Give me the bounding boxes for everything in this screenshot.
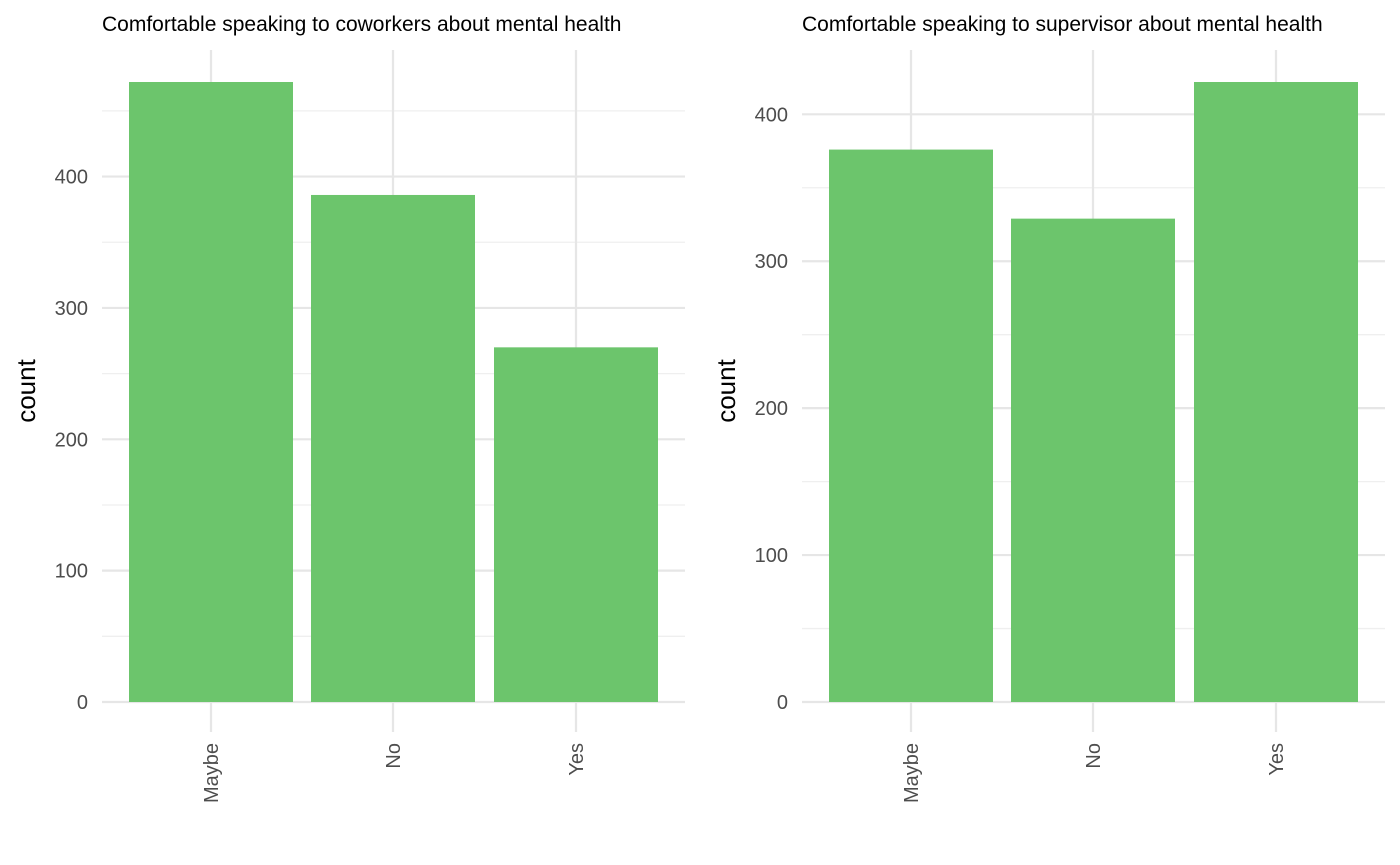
y-tick-label: 300	[755, 251, 788, 273]
y-tick-label: 400	[55, 167, 88, 189]
x-tick-label: Yes	[1266, 743, 1288, 776]
y-tick-label: 100	[55, 561, 88, 583]
y-tick-label: 300	[55, 298, 88, 320]
x-tick-label: Yes	[566, 743, 588, 776]
y-axis-label: count	[711, 358, 741, 422]
y-tick-label: 0	[777, 692, 788, 714]
bar-no	[1011, 218, 1175, 702]
y-tick-label: 0	[77, 692, 88, 714]
y-tick-label: 100	[755, 545, 788, 567]
chart-panel-supervisor: Comfortable speaking to supervisor about…	[711, 13, 1385, 803]
bar-yes	[1194, 82, 1358, 702]
bar-maybe	[829, 149, 993, 702]
bar-yes	[494, 347, 658, 702]
x-tick-label: Maybe	[901, 743, 923, 803]
x-tick-label: Maybe	[201, 743, 223, 803]
bar-no	[311, 194, 475, 702]
x-tick-label: No	[383, 743, 405, 769]
chart-title: Comfortable speaking to supervisor about…	[802, 13, 1323, 36]
y-axis-label: count	[11, 358, 41, 422]
x-tick-label: No	[1083, 743, 1105, 769]
y-tick-label: 200	[55, 429, 88, 451]
bar-maybe	[129, 82, 293, 702]
chart-title: Comfortable speaking to coworkers about …	[102, 13, 621, 36]
y-tick-label: 400	[755, 104, 788, 126]
y-tick-label: 200	[755, 398, 788, 420]
chart-panel-coworkers: Comfortable speaking to coworkers about …	[11, 13, 685, 803]
